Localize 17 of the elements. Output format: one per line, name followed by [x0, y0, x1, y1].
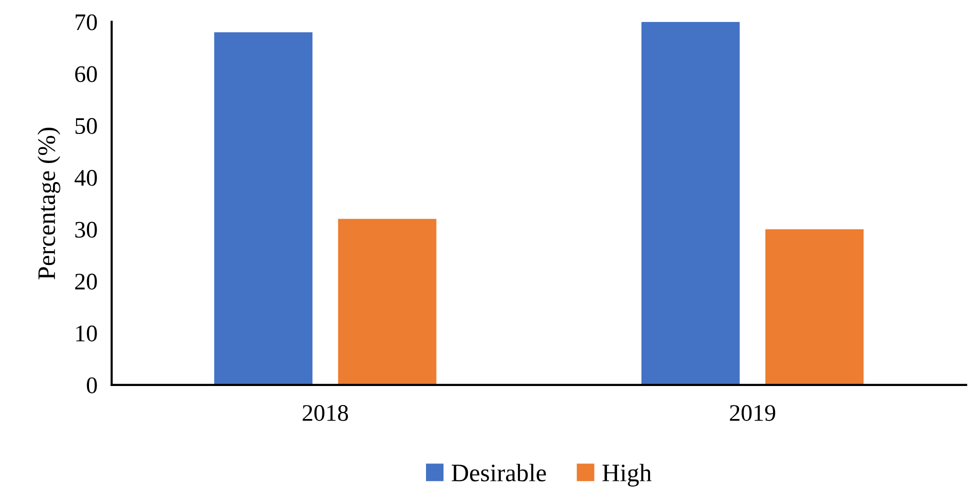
y-tick-label: 10 [76, 326, 97, 342]
legend-label: High [602, 464, 652, 487]
y-tick-label: 40 [74, 170, 97, 186]
y-tick-label: 60 [75, 66, 97, 82]
y-tick-label: 70 [76, 14, 97, 30]
y-tick-label: 30 [75, 222, 97, 238]
y-tick-label: 0 [86, 377, 97, 394]
y-tick-label: 50 [76, 118, 97, 134]
bar [214, 32, 312, 385]
x-tick-label: 2019 [730, 405, 776, 421]
bar [641, 22, 740, 385]
legend-label: Desirable [452, 464, 546, 482]
y-tick-label: 20 [75, 274, 97, 290]
bar [765, 229, 864, 385]
bar [338, 218, 436, 385]
x-tick-label: 2018 [302, 405, 348, 421]
y-axis-title: Percentage (%) [38, 128, 60, 280]
